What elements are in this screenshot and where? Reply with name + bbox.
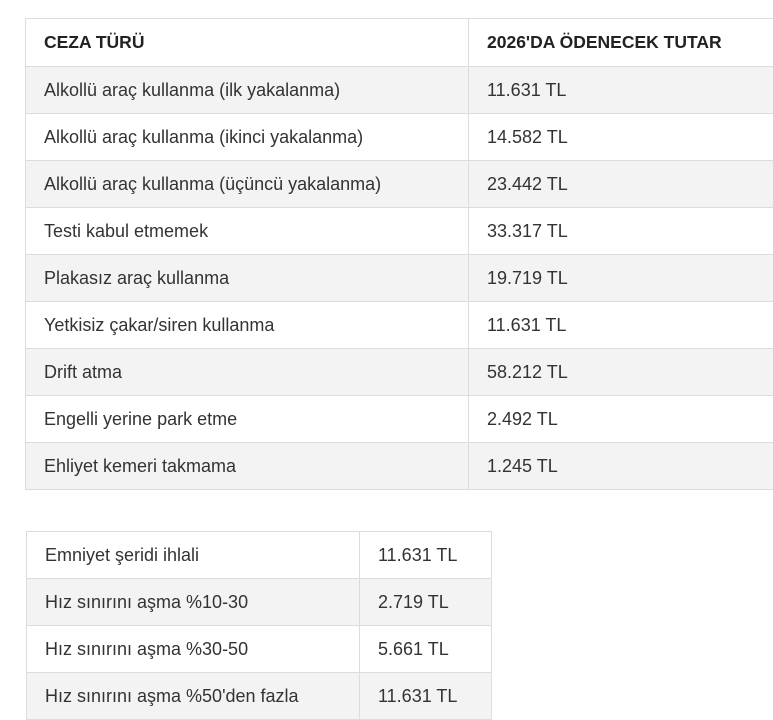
fine-type: Engelli yerine park etme bbox=[25, 395, 469, 443]
fine-amount: 33.317 TL bbox=[468, 207, 773, 255]
speed-fines-table: Emniyet şeridi ihlali 11.631 TL Hız sınır… bbox=[26, 531, 492, 720]
table-row: Alkollü araç kullanma (ikinci yakalanma)… bbox=[25, 113, 773, 161]
table-row: Yetkisiz çakar/siren kullanma 11.631 TL bbox=[25, 301, 773, 349]
fine-amount: 58.212 TL bbox=[468, 348, 773, 396]
table-row: Alkollü araç kullanma (ilk yakalanma) 11.… bbox=[25, 66, 773, 114]
fine-type: Alkollü araç kullanma (ilk yakalanma) bbox=[25, 66, 469, 114]
table-row: Drift atma 58.212 TL bbox=[25, 348, 773, 396]
fine-amount: 11.631 TL bbox=[468, 66, 773, 114]
fine-type: Drift atma bbox=[25, 348, 469, 396]
table-row: Alkollü araç kullanma (üçüncü yakalanma)… bbox=[25, 160, 773, 208]
fine-amount: 2.492 TL bbox=[468, 395, 773, 443]
header-amount: 2026'DA ÖDENECEK TUTAR bbox=[468, 18, 773, 67]
table-row: Ehliyet kemeri takmama 1.245 TL bbox=[25, 442, 773, 490]
fine-amount: 11.631 TL bbox=[468, 301, 773, 349]
table-row: Testi kabul etmemek 33.317 TL bbox=[25, 207, 773, 255]
fine-type: Emniyet şeridi ihlali bbox=[26, 531, 360, 579]
fine-type: Hız sınırını aşma %10-30 bbox=[26, 578, 360, 626]
fine-amount: 14.582 TL bbox=[468, 113, 773, 161]
table-row: Hız sınırını aşma %50'den fazla 11.631 TL bbox=[26, 672, 492, 720]
fines-table: CEZA TÜRÜ 2026'DA ÖDENECEK TUTAR Alkollü… bbox=[25, 18, 773, 490]
fine-amount: 1.245 TL bbox=[468, 442, 773, 490]
fine-type: Plakasız araç kullanma bbox=[25, 254, 469, 302]
fine-type: Yetkisiz çakar/siren kullanma bbox=[25, 301, 469, 349]
fine-amount: 5.661 TL bbox=[359, 625, 492, 673]
fine-type: Alkollü araç kullanma (üçüncü yakalanma) bbox=[25, 160, 469, 208]
table-row: Emniyet şeridi ihlali 11.631 TL bbox=[26, 531, 492, 579]
header-fine-type: CEZA TÜRÜ bbox=[25, 18, 469, 67]
fine-amount: 2.719 TL bbox=[359, 578, 492, 626]
fine-amount: 23.442 TL bbox=[468, 160, 773, 208]
table-header-row: CEZA TÜRÜ 2026'DA ÖDENECEK TUTAR bbox=[25, 18, 773, 67]
table-row: Hız sınırını aşma %10-30 2.719 TL bbox=[26, 578, 492, 626]
fine-type: Hız sınırını aşma %30-50 bbox=[26, 625, 360, 673]
table-row: Engelli yerine park etme 2.492 TL bbox=[25, 395, 773, 443]
fine-amount: 11.631 TL bbox=[359, 672, 492, 720]
table-row: Plakasız araç kullanma 19.719 TL bbox=[25, 254, 773, 302]
fine-type: Testi kabul etmemek bbox=[25, 207, 469, 255]
fine-amount: 19.719 TL bbox=[468, 254, 773, 302]
fine-type: Alkollü araç kullanma (ikinci yakalanma) bbox=[25, 113, 469, 161]
table-row: Hız sınırını aşma %30-50 5.661 TL bbox=[26, 625, 492, 673]
fine-type: Ehliyet kemeri takmama bbox=[25, 442, 469, 490]
fine-type: Hız sınırını aşma %50'den fazla bbox=[26, 672, 360, 720]
fine-amount: 11.631 TL bbox=[359, 531, 492, 579]
